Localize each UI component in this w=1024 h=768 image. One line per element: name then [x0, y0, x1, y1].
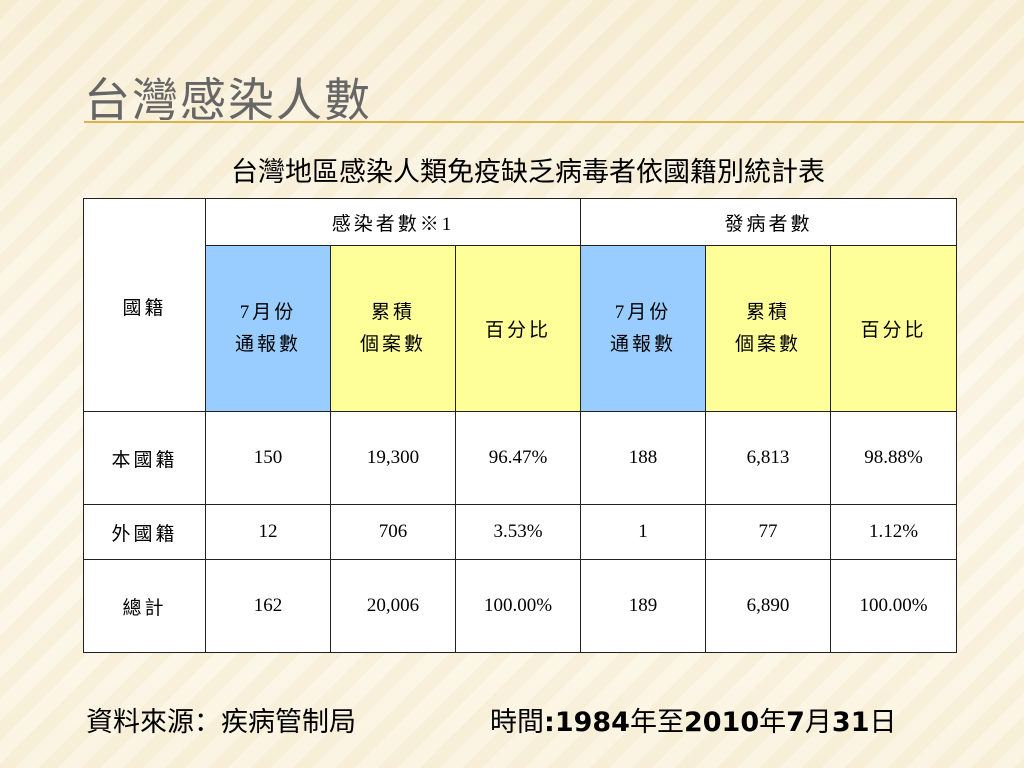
row-label: 本國籍: [83, 411, 206, 505]
table-cell: 188: [580, 411, 706, 505]
year-to-label: 年至: [629, 707, 684, 738]
table-cell: 96.47%: [455, 411, 581, 505]
row-label: 外國籍: [83, 504, 206, 560]
group-header-infected: 感染者數※1: [205, 198, 581, 246]
slide-title: 台灣感染人數: [84, 73, 372, 127]
title-underline: [84, 121, 1024, 123]
table-cell: 1: [580, 504, 706, 560]
table-cell: 189: [580, 559, 706, 653]
header-row-groups: 國籍 感染者數※1 發病者數: [83, 198, 957, 412]
end-year: 2010: [683, 707, 760, 738]
row-label: 總計: [83, 559, 206, 653]
table-caption: 台灣地區感染人類免疫缺乏病毒者依國籍別統計表: [231, 157, 825, 188]
start-year: 1984: [554, 707, 630, 738]
end-month: 7: [786, 707, 805, 738]
time-colon: :: [544, 707, 555, 738]
source-note: 資料來源：疾病管制局: [86, 707, 356, 738]
table-cell: 12: [205, 504, 331, 560]
month-label: 月: [804, 707, 832, 738]
end-day: 31: [831, 707, 870, 738]
table-cell: 6,890: [705, 559, 831, 653]
day-label: 日: [869, 707, 897, 738]
year-label: 年: [759, 707, 787, 738]
table-cell: 150: [205, 411, 331, 505]
table-cell: 3.53%: [455, 504, 581, 560]
table-cell: 20,006: [330, 559, 456, 653]
table-cell: 100.00%: [830, 559, 957, 653]
statistics-table: 國籍 感染者數※1 發病者數 7月份 通報數 累積 個案數 百分比 7月份 通報…: [83, 198, 957, 653]
subheader-disease-monthly: 7月份 通報數: [580, 245, 706, 412]
subheader-infected-monthly: 7月份 通報數: [205, 245, 331, 412]
time-range: 時間:1984年至2010年7月31日: [490, 700, 897, 739]
header-row-sub: 7月份 通報數 累積 個案數 百分比 7月份 通報數 累積 個案數 百分比: [84, 245, 957, 412]
table-cell: 1.12%: [830, 504, 957, 560]
table-row: 總計 162 20,006 100.00% 189 6,890 100.00%: [83, 559, 957, 653]
subheader-disease-percent: 百分比: [830, 245, 957, 412]
subheader-infected-cumulative: 累積 個案數: [330, 245, 456, 412]
table-cell: 19,300: [330, 411, 456, 505]
table-row: 本國籍 150 19,300 96.47% 188 6,813 98.88%: [83, 411, 957, 505]
table-cell: 100.00%: [455, 559, 581, 653]
table-cell: 77: [705, 504, 831, 560]
time-prefix: 時間: [490, 707, 544, 738]
table-cell: 6,813: [705, 411, 831, 505]
group-header-disease: 發病者數: [580, 198, 957, 246]
subheader-disease-cumulative: 累積 個案數: [705, 245, 831, 412]
table-cell: 162: [205, 559, 331, 653]
table-cell: 98.88%: [830, 411, 957, 505]
subheader-infected-percent: 百分比: [455, 245, 581, 412]
corner-header: 國籍: [83, 198, 206, 412]
table-row: 外國籍 12 706 3.53% 1 77 1.12%: [83, 504, 957, 560]
table-cell: 706: [330, 504, 456, 560]
